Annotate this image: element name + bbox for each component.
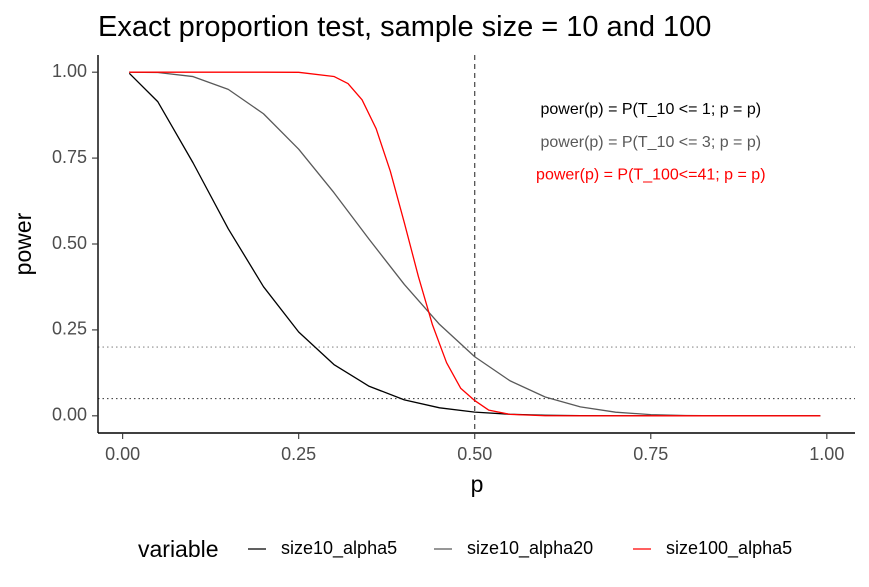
series-line-size100_alpha5 [129,71,821,417]
legend-title: variable [138,536,219,562]
reference-lines [98,55,855,433]
legend-label-size100_alpha5: size100_alpha5 [666,538,792,559]
annotation-text-2: power(p) = P(T_10 <= 3; p = p) [541,134,762,151]
y-axis-ticks: 0.00 0.25 0.50 0.75 1.00 [52,61,98,425]
x-tick-label: 0.00 [105,444,140,464]
y-tick-label: 0.75 [52,147,87,167]
y-tick-label: 0.50 [52,233,87,253]
y-tick-label: 0.25 [52,319,87,339]
y-axis-title: power [10,212,36,275]
x-tick-label: 0.50 [457,444,492,464]
series-layer [129,71,821,417]
annotation-text-3: power(p) = P(T_100<=41; p = p) [536,166,765,183]
x-tick-label: 0.25 [281,444,316,464]
y-tick-label: 1.00 [52,61,87,81]
x-tick-label: 0.75 [633,444,668,464]
annotation-layer: power(p) = P(T_10 <= 1; p = p) power(p) =… [536,101,765,183]
x-tick-label: 1.00 [809,444,844,464]
legend-label-size10_alpha5: size10_alpha5 [281,538,397,559]
chart-title: Exact proportion test, sample size = 10 … [98,11,711,43]
annotation-text-1: power(p) = P(T_10 <= 1; p = p) [541,101,762,118]
legend: variable size10_alpha5 size10_alpha20 size… [138,536,792,562]
y-tick-label: 0.00 [52,405,87,425]
x-axis-title: p [471,471,484,497]
x-axis-ticks: 0.00 0.25 0.50 0.75 1.00 [105,433,844,464]
legend-label-size10_alpha20: size10_alpha20 [467,538,593,559]
